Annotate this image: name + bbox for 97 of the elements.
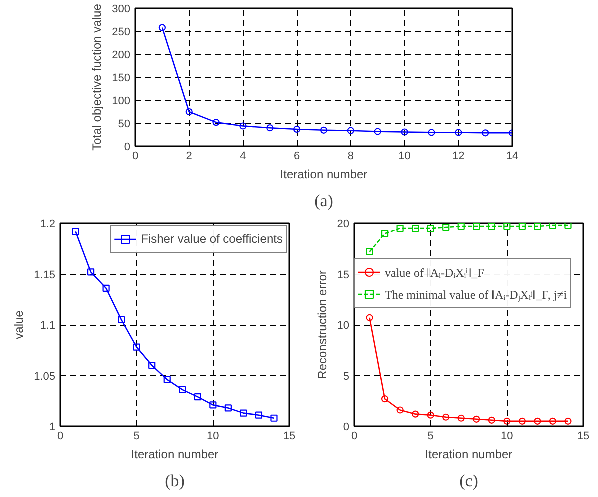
point (396, 406, 404, 414)
point (381, 230, 389, 238)
point (381, 396, 389, 403)
x-axis-title: Iteration number (131, 448, 219, 462)
text: (b) (165, 472, 185, 490)
point (427, 412, 434, 419)
point (458, 414, 465, 422)
x-tick-label: 5 (134, 430, 140, 442)
y-tick-label: 1.05 (34, 370, 56, 383)
x-tick-label: 2 (186, 150, 192, 162)
x-tick-label: 10 (398, 150, 411, 162)
y-tick-label: 1.1 (40, 320, 56, 332)
x-tick-label: 15 (577, 430, 590, 442)
x-tick-label: 15 (283, 430, 296, 442)
x-tick-label: 5 (428, 430, 434, 442)
point (564, 224, 572, 230)
legend-label: The minimal value of ‖Aᵢ-DⱼXᵢʲ‖_F, j≠i (385, 286, 568, 302)
point (396, 225, 404, 232)
point (118, 316, 126, 324)
x-tick-label: 6 (294, 150, 300, 162)
x-tick-label: 0 (351, 430, 358, 442)
point (366, 248, 374, 256)
y-axis-title: Total objective fuction value (90, 4, 104, 151)
point (458, 224, 465, 230)
point (266, 124, 274, 132)
point (270, 414, 278, 422)
x-tick-label: 4 (240, 150, 246, 162)
x-tick-label: 12 (452, 150, 465, 162)
point (518, 224, 526, 230)
point (488, 224, 496, 230)
point (442, 414, 450, 421)
x-axis-title: Iteration number (425, 448, 513, 462)
point (442, 224, 450, 232)
point (412, 225, 420, 232)
y-tick-label: 250 (112, 26, 131, 38)
point (374, 128, 382, 136)
point (240, 122, 247, 130)
point (255, 412, 263, 419)
point (210, 402, 217, 409)
text: (a) (314, 192, 334, 210)
x-tick-label: 0 (132, 150, 139, 162)
point (427, 225, 434, 232)
legend-label: Fisher value of coefficients (141, 232, 283, 246)
point (320, 126, 328, 134)
point (294, 126, 301, 134)
point (428, 129, 436, 136)
x-tick-label: 10 (207, 430, 220, 442)
point (488, 416, 496, 424)
x-tick-label: 10 (501, 430, 514, 442)
point (504, 224, 511, 230)
x-axis-title: Iteration number (280, 168, 368, 182)
y-tick-label: 100 (112, 96, 131, 108)
y-tick-label: 200 (112, 50, 131, 62)
x-tick-label: 8 (348, 150, 354, 162)
y-tick-label: 150 (112, 72, 131, 84)
point (179, 386, 186, 394)
y-tick-label: 0 (343, 422, 350, 434)
point (401, 128, 408, 136)
point (549, 224, 557, 230)
y-tick-label: 1.15 (34, 269, 56, 282)
y-tick-label: 10 (337, 320, 350, 332)
y-tick-label: 1.2 (40, 218, 56, 230)
point (412, 410, 420, 418)
point (518, 418, 526, 425)
legend-label: value of ‖Aᵢ-DᵢXᵢⁱ‖_F (385, 264, 484, 280)
y-tick-label: 300 (112, 4, 131, 16)
y-tick-label: 0 (124, 142, 131, 154)
point (87, 268, 95, 276)
point (194, 394, 202, 401)
point (549, 418, 557, 425)
y-tick-label: 5 (343, 370, 350, 383)
point (347, 127, 354, 134)
text: (c) (460, 472, 478, 490)
point (534, 418, 542, 425)
point (504, 418, 511, 425)
point (72, 228, 80, 236)
point (133, 344, 140, 351)
y-tick-label: 20 (337, 218, 350, 230)
point (473, 416, 480, 423)
y-tick-label: 50 (118, 118, 131, 130)
point (164, 376, 171, 384)
x-tick-label: 0 (57, 430, 64, 442)
y-tick-label: 15 (337, 269, 350, 282)
point (212, 119, 220, 126)
point (102, 284, 110, 292)
point (473, 224, 480, 230)
y-tick-label: 1 (49, 422, 56, 434)
point (482, 130, 490, 137)
y-axis-title: Reconstruction error (315, 270, 330, 380)
y-axis-title: value (12, 310, 26, 340)
point (224, 404, 232, 412)
point (148, 362, 156, 370)
x-tick-label: 14 (506, 150, 519, 162)
point (534, 224, 542, 230)
point (240, 410, 248, 417)
point (186, 108, 193, 116)
point (455, 129, 462, 136)
